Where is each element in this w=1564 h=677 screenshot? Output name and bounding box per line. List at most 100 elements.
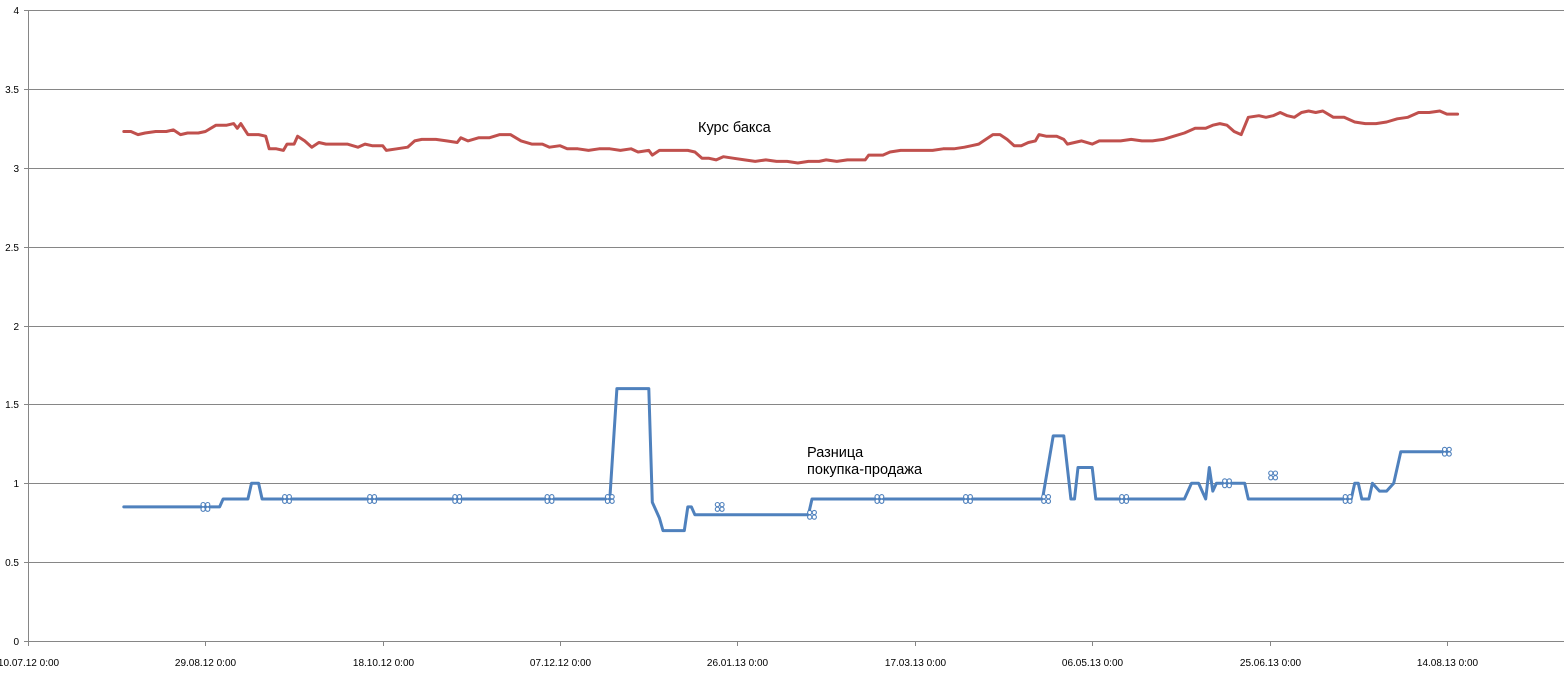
marker-dot <box>604 494 611 500</box>
marker-dot <box>967 494 973 500</box>
marker-dot <box>282 498 288 504</box>
y-tick-label: 3.5 <box>5 85 19 96</box>
marker-spread <box>807 509 817 520</box>
marker-dot <box>1222 478 1228 484</box>
marker-dot <box>1119 494 1125 500</box>
marker-spread <box>367 494 378 504</box>
marker-dot <box>1123 498 1130 504</box>
y-tick-label: 2 <box>13 322 19 333</box>
x-tick-label: 25.06.13 0:00 <box>1240 658 1302 669</box>
marker-dot <box>1347 498 1353 504</box>
marker-dot <box>452 494 458 500</box>
marker-dot <box>1272 470 1279 476</box>
marker-dot <box>807 509 813 516</box>
marker-dot <box>1342 498 1348 504</box>
marker-dot <box>1268 470 1274 476</box>
marker-dot <box>282 494 288 500</box>
marker-layer <box>200 446 1452 520</box>
marker-dot <box>205 506 211 512</box>
marker-dot <box>874 498 880 504</box>
spread-annotation-line2: покупка-продажа <box>807 462 923 478</box>
marker-dot <box>1446 446 1452 453</box>
marker-dot <box>874 494 880 500</box>
marker-dot <box>286 498 292 504</box>
marker-spread <box>452 494 463 504</box>
marker-dot <box>1123 494 1130 500</box>
marker-dot <box>1446 451 1452 457</box>
series-line-spread <box>122 387 1449 533</box>
x-tick-label: 29.08.12 0:00 <box>175 658 237 669</box>
x-tick-label: 07.12.12 0:00 <box>530 658 592 669</box>
marker-spread <box>282 494 292 504</box>
marker-dot <box>456 494 463 500</box>
annotations: Курс бакса Разница покупка-продажа <box>698 120 923 478</box>
x-tick-label: 06.05.13 0:00 <box>1062 658 1124 669</box>
marker-dot <box>1119 498 1125 504</box>
x-tick-label: 17.03.13 0:00 <box>885 658 947 669</box>
marker-spread <box>544 494 555 504</box>
y-tick-label: 0.5 <box>5 558 19 569</box>
x-tick-label: 26.01.13 0:00 <box>707 658 769 669</box>
marker-dot <box>811 514 817 520</box>
marker-dot <box>549 498 555 504</box>
spread-annotation-line1: Разница <box>807 445 864 461</box>
marker-dot <box>367 494 373 500</box>
marker-spread <box>963 494 973 504</box>
marker-dot <box>1347 494 1353 500</box>
marker-dot <box>879 498 885 504</box>
marker-dot <box>549 494 555 500</box>
marker-dot <box>200 506 206 512</box>
x-tick-labels: 10.07.12 0:00 29.08.12 0:00 18.10.12 0:00 0… <box>0 658 1479 669</box>
marker-dot <box>1268 475 1274 481</box>
y-tick-label: 4 <box>13 6 19 17</box>
marker-dot <box>1441 446 1448 453</box>
axes <box>28 10 1564 642</box>
marker-spread <box>1041 494 1052 504</box>
y-tick-label: 0 <box>13 637 19 648</box>
marker-dot <box>811 509 817 516</box>
y-tick-label: 1.5 <box>5 400 19 411</box>
marker-dot <box>205 501 211 508</box>
marker-dot <box>1041 494 1047 500</box>
y-tick-label: 1 <box>13 479 19 490</box>
marker-dot <box>719 506 725 512</box>
marker-spread <box>200 501 211 512</box>
y-tick-labels: 0 0.5 1 1.5 2 2.5 3 3.5 4 <box>5 6 19 648</box>
marker-dot <box>807 514 813 520</box>
marker-spread <box>1119 494 1130 504</box>
marker-dot <box>1222 482 1228 489</box>
marker-dot <box>456 498 463 504</box>
marker-dot <box>1045 498 1052 504</box>
marker-dot <box>1226 482 1232 489</box>
marker-spread <box>714 501 725 512</box>
marker-dot <box>609 498 615 504</box>
marker-spread <box>1268 470 1279 481</box>
marker-dot <box>371 498 378 504</box>
marker-dot <box>544 494 550 500</box>
marker-dot <box>967 498 973 504</box>
marker-dot <box>1045 494 1052 500</box>
marker-dot <box>452 498 458 504</box>
marker-dot <box>1041 498 1047 504</box>
y-tick-label: 2.5 <box>5 243 19 254</box>
marker-dot <box>719 501 725 508</box>
x-tick-label: 14.08.13 0:00 <box>1417 658 1479 669</box>
marker-dot <box>609 494 615 500</box>
marker-spread <box>1342 494 1353 504</box>
marker-dot <box>879 494 885 500</box>
marker-spread <box>604 494 615 504</box>
marker-dot <box>604 498 611 504</box>
y-tick-label: 3 <box>13 164 19 175</box>
marker-dot <box>1342 494 1348 500</box>
series-line-rate <box>122 109 1460 165</box>
x-tick-label: 10.07.12 0:00 <box>0 658 60 669</box>
gridlines <box>24 10 1564 646</box>
marker-dot <box>963 494 969 500</box>
marker-dot <box>714 501 721 508</box>
series-layer <box>122 109 1460 533</box>
marker-spread <box>1441 446 1452 457</box>
marker-dot <box>286 494 292 500</box>
marker-dot <box>1226 478 1232 484</box>
marker-dot <box>544 498 550 504</box>
